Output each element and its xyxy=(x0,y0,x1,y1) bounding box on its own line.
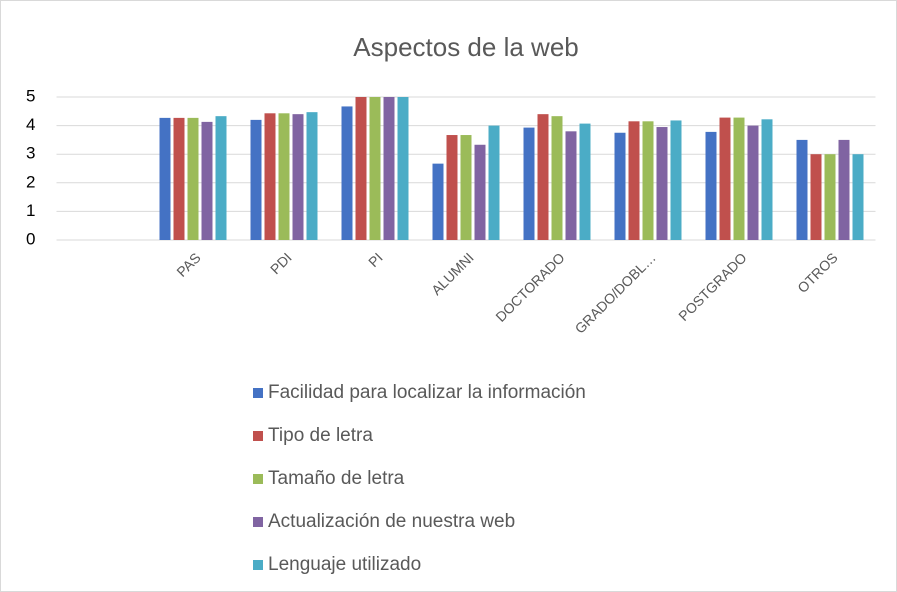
y-tick-label: 5 xyxy=(26,86,35,105)
bar xyxy=(250,119,262,240)
bar xyxy=(656,127,668,240)
bar xyxy=(852,154,864,240)
legend-label: Tamaño de letra xyxy=(268,468,405,489)
bar xyxy=(383,97,395,240)
legend-label: Actualización de nuestra web xyxy=(268,511,515,532)
legend-label: Tipo de letra xyxy=(268,425,373,446)
bar xyxy=(523,127,535,240)
bar xyxy=(432,163,444,240)
bar xyxy=(474,144,486,240)
bar xyxy=(642,121,654,240)
bar xyxy=(201,121,213,240)
bar xyxy=(215,116,227,240)
bar xyxy=(187,117,199,240)
y-tick-label: 1 xyxy=(26,201,35,220)
bar xyxy=(810,154,822,240)
bar xyxy=(761,119,773,240)
y-tick-label: 4 xyxy=(26,115,35,134)
bar xyxy=(537,114,549,240)
bar xyxy=(397,97,409,240)
legend-label: Lenguaje utilizado xyxy=(268,554,421,575)
y-tick-label: 3 xyxy=(26,144,35,163)
legend-swatch xyxy=(253,388,263,398)
bar xyxy=(159,117,171,240)
legend-label: Facilidad para localizar la información xyxy=(268,382,586,403)
y-tick-label: 2 xyxy=(26,172,35,191)
bar xyxy=(341,106,353,240)
bar xyxy=(628,121,640,240)
bar xyxy=(733,117,745,240)
bar xyxy=(173,117,185,240)
bar xyxy=(614,132,626,240)
bar xyxy=(264,113,276,240)
bar xyxy=(747,125,759,240)
bar xyxy=(278,113,290,240)
bar xyxy=(796,139,808,240)
y-tick-label: 0 xyxy=(26,229,35,248)
legend-swatch xyxy=(253,517,263,527)
bar xyxy=(579,123,591,240)
bar xyxy=(670,120,682,240)
bar xyxy=(369,97,381,240)
bar xyxy=(838,139,850,240)
legend-swatch xyxy=(253,560,263,570)
bar xyxy=(292,114,304,240)
legend-swatch xyxy=(253,431,263,441)
bar xyxy=(488,125,500,240)
bar xyxy=(551,116,563,240)
legend-swatch xyxy=(253,474,263,484)
bar xyxy=(306,112,318,240)
bar xyxy=(355,97,367,240)
bar xyxy=(719,117,731,240)
bar xyxy=(565,131,577,240)
bar xyxy=(824,154,836,240)
bar xyxy=(705,131,717,240)
bar xyxy=(460,135,472,240)
chart-title: Aspectos de la web xyxy=(353,32,578,62)
bar xyxy=(446,135,458,240)
